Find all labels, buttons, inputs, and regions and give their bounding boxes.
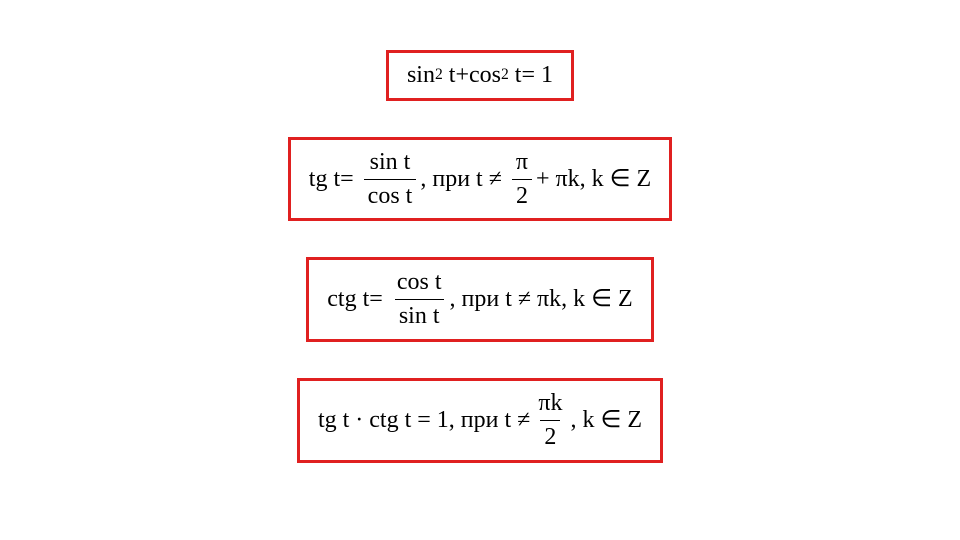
tg-lhs: tg t (309, 165, 340, 194)
plus-sign: + (455, 61, 469, 90)
var-t: t (515, 61, 522, 90)
product-lhs: tg t · ctg t = 1, при t ≠ (318, 406, 530, 435)
fraction-pik-2: πk 2 (534, 389, 566, 452)
condition-prefix: , при t ≠ (420, 165, 502, 194)
equals-one: = 1 (521, 61, 553, 90)
sin-text: sin (407, 61, 435, 90)
numerator: sin t (366, 148, 415, 179)
fraction: sin t cos t (364, 148, 417, 211)
numerator-pi: π (512, 148, 532, 179)
formula-box-pythagorean: sin2 t + cos2 t = 1 (386, 50, 574, 101)
equals-sign: = (340, 165, 354, 194)
condition-suffix: + πk, k ∈ Z (536, 165, 651, 194)
fraction: cos t sin t (393, 268, 446, 331)
formula-box-product: tg t · ctg t = 1, при t ≠ πk 2 , k ∈ Z (297, 378, 663, 463)
denominator-2: 2 (540, 420, 560, 452)
formula-content: sin2 t + cos2 t = 1 (407, 61, 553, 90)
page-container: sin2 t + cos2 t = 1 tg t = sin t cos t ,… (0, 0, 960, 540)
denominator-2: 2 (512, 179, 532, 211)
condition: , при t ≠ πk, k ∈ Z (450, 285, 633, 314)
equals-sign: = (369, 285, 383, 314)
cos-text: cos (469, 61, 501, 90)
numerator-pik: πk (534, 389, 566, 420)
denominator: sin t (395, 299, 444, 331)
var-t: t (449, 61, 456, 90)
formula-box-tangent: tg t = sin t cos t , при t ≠ π 2 + πk, k… (288, 137, 672, 222)
condition-suffix: , k ∈ Z (570, 406, 642, 435)
formula-content: ctg t = cos t sin t , при t ≠ πk, k ∈ Z (327, 268, 632, 331)
fraction-pi-2: π 2 (512, 148, 532, 211)
ctg-lhs: ctg t (327, 285, 369, 314)
numerator: cos t (393, 268, 446, 299)
formula-box-cotangent: ctg t = cos t sin t , при t ≠ πk, k ∈ Z (306, 257, 653, 342)
formula-content: tg t = sin t cos t , при t ≠ π 2 + πk, k… (309, 148, 651, 211)
denominator: cos t (364, 179, 417, 211)
formula-content: tg t · ctg t = 1, при t ≠ πk 2 , k ∈ Z (318, 389, 642, 452)
